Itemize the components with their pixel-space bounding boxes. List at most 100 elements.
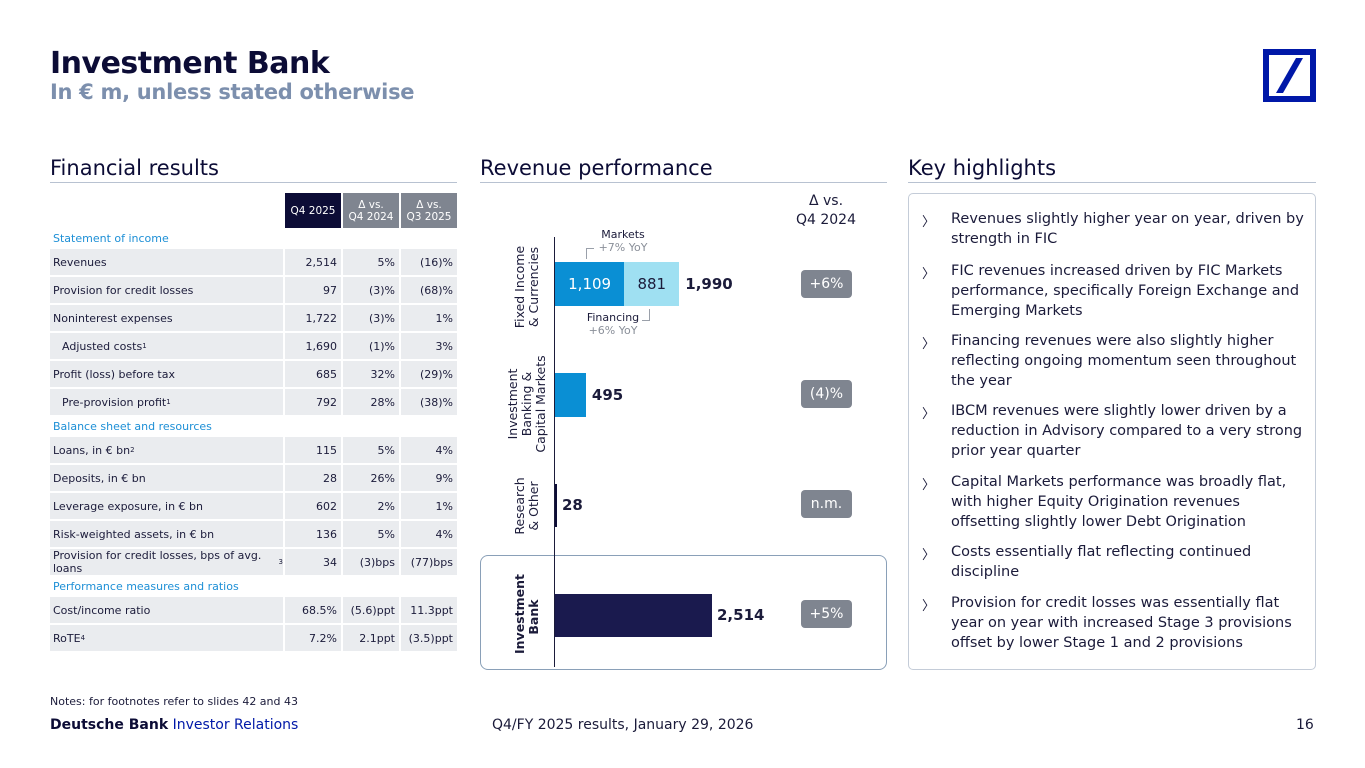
table-row: Noninterest expenses 1,722 (3)% 1% (50, 304, 457, 332)
highlight-item: Costs essentially flat reflecting contin… (951, 544, 1252, 580)
table-row: Loans, in € bn 2 115 5% 4% (50, 436, 457, 464)
row-label-text: RoTE (53, 631, 81, 645)
highlight-item: Financing revenues were also slightly hi… (951, 333, 1297, 389)
delta-badge-fic: +6% (801, 270, 852, 298)
page-subtitle: In € m, unless stated otherwise (50, 80, 415, 104)
row-label-text: Risk-weighted assets, in € bn (53, 527, 215, 541)
table-row: Pre-provision profit 1 792 28% (38)% (50, 388, 457, 416)
deutsche-bank-logo (1263, 49, 1316, 102)
bar-research-other (555, 484, 557, 527)
footer-brand-name: Deutsche Bank (50, 717, 169, 733)
financing-annotation: Financing +6% YoY (578, 311, 648, 337)
row-label: Cost/income ratio (50, 597, 283, 623)
chevron-right-icon: 〉 (922, 337, 936, 352)
chevron-right-icon: 〉 (922, 407, 936, 422)
footnotes: Notes: for footnotes refer to slides 42 … (50, 695, 298, 708)
category-label-text: Fixed Income & Currencies (512, 245, 541, 329)
markets-annotation-change: +7% YoY (598, 241, 648, 254)
table-row: Risk-weighted assets, in € bn 136 5% 4% (50, 520, 457, 548)
investment-bank-highlight-box (480, 555, 887, 670)
table-cell: (5.6)ppt (343, 597, 399, 623)
markets-bracket (586, 248, 594, 259)
key-highlights-box (908, 193, 1316, 670)
table-section-heading: Statement of income (53, 232, 169, 245)
bar-fic-markets: 1,109 (555, 262, 625, 306)
table-cell: (38)% (401, 389, 457, 415)
row-label-text: Noninterest expenses (53, 311, 173, 325)
table-row: Profit (loss) before tax 685 32% (29)% (50, 360, 457, 388)
chevron-right-icon: 〉 (922, 267, 936, 282)
delta-badge-ibcm: (4)% (801, 380, 852, 408)
table-row: Revenues 2,514 5% (16)% (50, 248, 457, 276)
table-cell: 3% (401, 333, 457, 359)
bar-ibcm (555, 373, 586, 417)
row-label: Deposits, in € bn (50, 465, 283, 491)
table-header: Q4 2025 Δ vs. Q4 2024 Δ vs. Q3 2025 (50, 193, 457, 228)
table-cell: 1% (401, 493, 457, 519)
bar-investment-bank (555, 594, 712, 637)
table-cell: 28% (343, 389, 399, 415)
highlight-item: FIC revenues increased driven by FIC Mar… (951, 263, 1300, 319)
section-divider (50, 182, 457, 183)
row-label-text: Provision for credit losses (53, 283, 194, 297)
table-row: Adjusted costs 1 1,690 (1)% 3% (50, 332, 457, 360)
page-number: 16 (1296, 717, 1314, 733)
table-cell: 7.2% (285, 625, 341, 651)
category-label-fic: Fixed Income & Currencies (511, 227, 543, 347)
table-cell: 1,690 (285, 333, 341, 359)
row-label: Pre-provision profit 1 (50, 389, 283, 415)
table-cell: 32% (343, 361, 399, 387)
bar-total-label-ibcm: 495 (591, 386, 624, 404)
table-cell: 602 (285, 493, 341, 519)
table-row: Provision for credit losses, bps of avg.… (50, 548, 457, 576)
row-label: Profit (loss) before tax (50, 361, 283, 387)
table-cell: (29)% (401, 361, 457, 387)
financing-annotation-label: Financing (586, 311, 640, 324)
row-label-text: Deposits, in € bn (53, 471, 146, 485)
table-row: Provision for credit losses 97 (3)% (68)% (50, 276, 457, 304)
table-cell: 9% (401, 465, 457, 491)
table-cell: 2.1ppt (343, 625, 399, 651)
financing-annotation-change: +6% YoY (588, 324, 638, 337)
footer-brand: Deutsche Bank Investor Relations (50, 717, 298, 733)
table-section-heading: Performance measures and ratios (53, 580, 239, 593)
bar-total-label-investment-bank: 2,514 (717, 606, 765, 624)
row-label: Provision for credit losses (50, 277, 283, 303)
table-cell: 97 (285, 277, 341, 303)
row-label-text: Leverage exposure, in € bn (53, 499, 204, 513)
row-label: Risk-weighted assets, in € bn (50, 521, 283, 547)
row-label: RoTE 4 (50, 625, 283, 651)
chevron-right-icon: 〉 (922, 478, 936, 493)
column-header-label: Δ vs. Q4 2024 (348, 198, 394, 223)
table-cell: 5% (343, 437, 399, 463)
row-label-text: Cost/income ratio (53, 603, 151, 617)
highlight-item: Capital Markets performance was broadly … (951, 474, 1287, 530)
category-label-text: Investment Banking & Capital Markets (505, 355, 548, 453)
chevron-right-icon: 〉 (922, 215, 936, 230)
bar-fic-financing: 881 (624, 262, 680, 306)
bar-total-label-research: 28 (562, 496, 583, 514)
table-cell: 1% (401, 305, 457, 331)
table-cell: 136 (285, 521, 341, 547)
table-cell: 792 (285, 389, 341, 415)
table-cell: 115 (285, 437, 341, 463)
table-cell: (3)bps (343, 549, 399, 575)
column-header-delta-q3-2025: Δ vs. Q3 2025 (401, 193, 457, 228)
table-cell: 2% (343, 493, 399, 519)
category-label-text: Research & Other (512, 477, 541, 535)
chart-axis (554, 237, 555, 667)
row-label-text: Provision for credit losses, bps of avg.… (53, 549, 262, 575)
footer-brand-suffix: Investor Relations (172, 717, 299, 733)
table-row: RoTE 4 7.2% 2.1ppt (3.5)ppt (50, 624, 457, 652)
bar-value-label: 1,109 (568, 275, 612, 293)
category-label-research-other: Research & Other (511, 466, 543, 546)
row-label: Adjusted costs 1 (50, 333, 283, 359)
bar-total-label-fic: 1,990 (685, 275, 733, 293)
table-body: Statement of income Revenues 2,514 5% (16)% P… (50, 228, 457, 652)
delta-badge-research: n.m. (801, 490, 852, 518)
row-label-text: Adjusted costs (62, 339, 143, 353)
table-cell: 2,514 (285, 249, 341, 275)
table-cell: 4% (401, 437, 457, 463)
financing-bracket (642, 309, 650, 321)
footer-presentation-date: Q4/FY 2025 results, January 29, 2026 (492, 717, 754, 733)
